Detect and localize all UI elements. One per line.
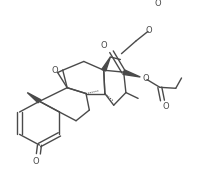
Text: O: O xyxy=(52,66,58,75)
Text: O: O xyxy=(155,0,161,8)
Text: O: O xyxy=(162,102,169,111)
Text: O: O xyxy=(142,74,149,83)
Text: O: O xyxy=(146,26,153,35)
Text: O: O xyxy=(100,41,107,50)
Polygon shape xyxy=(123,70,140,77)
Polygon shape xyxy=(27,93,41,103)
Text: O: O xyxy=(33,157,39,166)
Polygon shape xyxy=(102,57,110,71)
